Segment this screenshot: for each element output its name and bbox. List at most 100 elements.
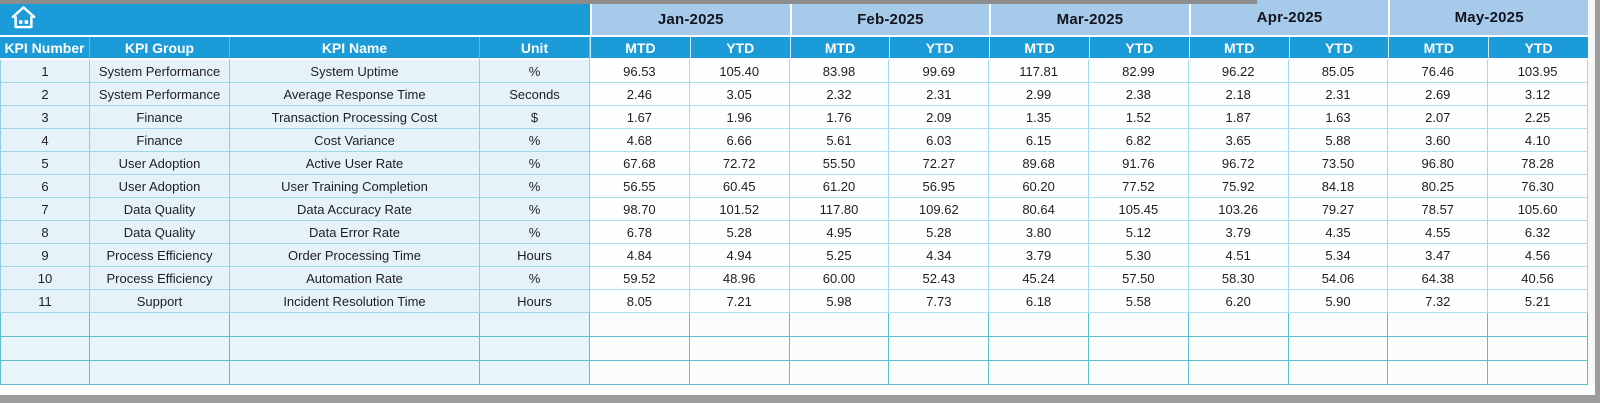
cell-unit[interactable]: % [480, 60, 590, 83]
cell-unit[interactable]: Hours [480, 244, 590, 267]
cell-kpi-name[interactable]: Order Processing Time [230, 244, 480, 267]
cell-mtd-apr-2025[interactable]: 1.87 [1188, 106, 1289, 129]
cell-ytd-jan-2025[interactable]: 105.40 [689, 60, 790, 83]
mtd-header-mar-2025[interactable]: MTD [989, 37, 1089, 60]
cell-mtd-may-2025[interactable]: 3.47 [1388, 244, 1489, 267]
cell-kpi-number[interactable]: 7 [0, 198, 90, 221]
col-header-kpi-number[interactable]: KPI Number [0, 37, 90, 60]
cell-mtd-jan-2025[interactable]: 8.05 [590, 290, 690, 313]
cell-mtd-mar-2025[interactable]: 1.35 [989, 106, 1089, 129]
cell-kpi-number[interactable] [0, 361, 90, 385]
month-header-may-2025[interactable]: May-2025 [1388, 0, 1588, 37]
cell-mtd-mar-2025[interactable]: 2.99 [989, 83, 1089, 106]
cell-kpi-group[interactable]: Data Quality [90, 221, 230, 244]
cell-empty[interactable] [889, 337, 990, 361]
cell-empty[interactable] [989, 361, 1089, 385]
cell-ytd-may-2025[interactable]: 4.10 [1488, 129, 1588, 152]
cell-ytd-apr-2025[interactable]: 85.05 [1288, 60, 1389, 83]
cell-mtd-jan-2025[interactable]: 1.67 [590, 106, 690, 129]
cell-kpi-number[interactable]: 10 [0, 267, 90, 290]
cell-ytd-mar-2025[interactable]: 57.50 [1088, 267, 1189, 290]
col-header-kpi-group[interactable]: KPI Group [90, 37, 230, 60]
cell-kpi-group[interactable]: Support [90, 290, 230, 313]
ytd-header-jan-2025[interactable]: YTD [689, 37, 790, 60]
cell-mtd-may-2025[interactable]: 78.57 [1388, 198, 1489, 221]
cell-empty[interactable] [789, 361, 890, 385]
cell-empty[interactable] [689, 313, 790, 337]
cell-ytd-feb-2025[interactable]: 7.73 [889, 290, 990, 313]
ytd-header-mar-2025[interactable]: YTD [1088, 37, 1189, 60]
cell-mtd-feb-2025[interactable]: 60.00 [789, 267, 890, 290]
cell-mtd-jan-2025[interactable]: 98.70 [590, 198, 690, 221]
cell-kpi-name[interactable] [230, 313, 480, 337]
cell-ytd-feb-2025[interactable]: 109.62 [889, 198, 990, 221]
ytd-header-feb-2025[interactable]: YTD [889, 37, 990, 60]
cell-mtd-mar-2025[interactable]: 60.20 [989, 175, 1089, 198]
cell-kpi-number[interactable]: 3 [0, 106, 90, 129]
cell-mtd-feb-2025[interactable]: 55.50 [789, 152, 890, 175]
cell-ytd-feb-2025[interactable]: 6.03 [889, 129, 990, 152]
cell-mtd-may-2025[interactable]: 76.46 [1388, 60, 1489, 83]
cell-ytd-mar-2025[interactable]: 5.30 [1088, 244, 1189, 267]
cell-mtd-mar-2025[interactable]: 3.80 [989, 221, 1089, 244]
cell-mtd-jan-2025[interactable]: 2.46 [590, 83, 690, 106]
cell-mtd-may-2025[interactable]: 4.55 [1388, 221, 1489, 244]
cell-mtd-jan-2025[interactable]: 4.84 [590, 244, 690, 267]
month-header-feb-2025[interactable]: Feb-2025 [789, 4, 990, 37]
cell-kpi-group[interactable]: Finance [90, 106, 230, 129]
cell-ytd-jan-2025[interactable]: 1.96 [689, 106, 790, 129]
cell-ytd-mar-2025[interactable]: 82.99 [1088, 60, 1189, 83]
cell-ytd-jan-2025[interactable]: 3.05 [689, 83, 790, 106]
cell-kpi-name[interactable]: User Training Completion [230, 175, 480, 198]
cell-mtd-apr-2025[interactable]: 3.65 [1188, 129, 1289, 152]
cell-ytd-apr-2025[interactable]: 5.34 [1288, 244, 1389, 267]
cell-mtd-apr-2025[interactable]: 4.51 [1188, 244, 1289, 267]
cell-ytd-jan-2025[interactable]: 7.21 [689, 290, 790, 313]
cell-ytd-feb-2025[interactable]: 2.09 [889, 106, 990, 129]
cell-unit[interactable] [480, 313, 590, 337]
cell-mtd-may-2025[interactable]: 80.25 [1388, 175, 1489, 198]
cell-empty[interactable] [1488, 313, 1588, 337]
cell-ytd-jan-2025[interactable]: 48.96 [689, 267, 790, 290]
month-header-jan-2025[interactable]: Jan-2025 [590, 4, 790, 37]
cell-mtd-feb-2025[interactable]: 2.32 [789, 83, 890, 106]
cell-empty[interactable] [1188, 337, 1289, 361]
cell-kpi-name[interactable]: Transaction Processing Cost [230, 106, 480, 129]
cell-mtd-mar-2025[interactable]: 117.81 [989, 60, 1089, 83]
cell-ytd-feb-2025[interactable]: 99.69 [889, 60, 990, 83]
cell-mtd-jan-2025[interactable]: 59.52 [590, 267, 690, 290]
cell-empty[interactable] [1488, 337, 1588, 361]
cell-empty[interactable] [989, 337, 1089, 361]
cell-kpi-group[interactable] [90, 313, 230, 337]
cell-ytd-may-2025[interactable]: 40.56 [1488, 267, 1588, 290]
month-header-apr-2025[interactable]: Apr-2025 [1188, 0, 1389, 37]
cell-empty[interactable] [1288, 337, 1389, 361]
month-header-mar-2025[interactable]: Mar-2025 [989, 4, 1189, 37]
cell-mtd-feb-2025[interactable]: 83.98 [789, 60, 890, 83]
cell-kpi-number[interactable]: 4 [0, 129, 90, 152]
cell-mtd-feb-2025[interactable]: 4.95 [789, 221, 890, 244]
cell-ytd-may-2025[interactable]: 2.25 [1488, 106, 1588, 129]
cell-mtd-apr-2025[interactable]: 58.30 [1188, 267, 1289, 290]
cell-kpi-name[interactable]: Automation Rate [230, 267, 480, 290]
cell-empty[interactable] [1388, 337, 1489, 361]
cell-ytd-apr-2025[interactable]: 2.31 [1288, 83, 1389, 106]
cell-unit[interactable]: % [480, 152, 590, 175]
cell-empty[interactable] [1088, 361, 1189, 385]
cell-ytd-jan-2025[interactable]: 4.94 [689, 244, 790, 267]
cell-ytd-may-2025[interactable]: 78.28 [1488, 152, 1588, 175]
cell-kpi-name[interactable] [230, 361, 480, 385]
cell-kpi-name[interactable]: Data Accuracy Rate [230, 198, 480, 221]
cell-mtd-apr-2025[interactable]: 103.26 [1188, 198, 1289, 221]
cell-kpi-group[interactable]: User Adoption [90, 175, 230, 198]
cell-ytd-apr-2025[interactable]: 73.50 [1288, 152, 1389, 175]
cell-ytd-apr-2025[interactable]: 54.06 [1288, 267, 1389, 290]
cell-kpi-name[interactable]: Average Response Time [230, 83, 480, 106]
home-button[interactable] [9, 5, 37, 34]
cell-ytd-mar-2025[interactable]: 1.52 [1088, 106, 1189, 129]
cell-unit[interactable]: Seconds [480, 83, 590, 106]
cell-ytd-apr-2025[interactable]: 5.90 [1288, 290, 1389, 313]
cell-unit[interactable]: % [480, 221, 590, 244]
cell-ytd-jan-2025[interactable]: 60.45 [689, 175, 790, 198]
col-header-unit[interactable]: Unit [480, 37, 590, 60]
